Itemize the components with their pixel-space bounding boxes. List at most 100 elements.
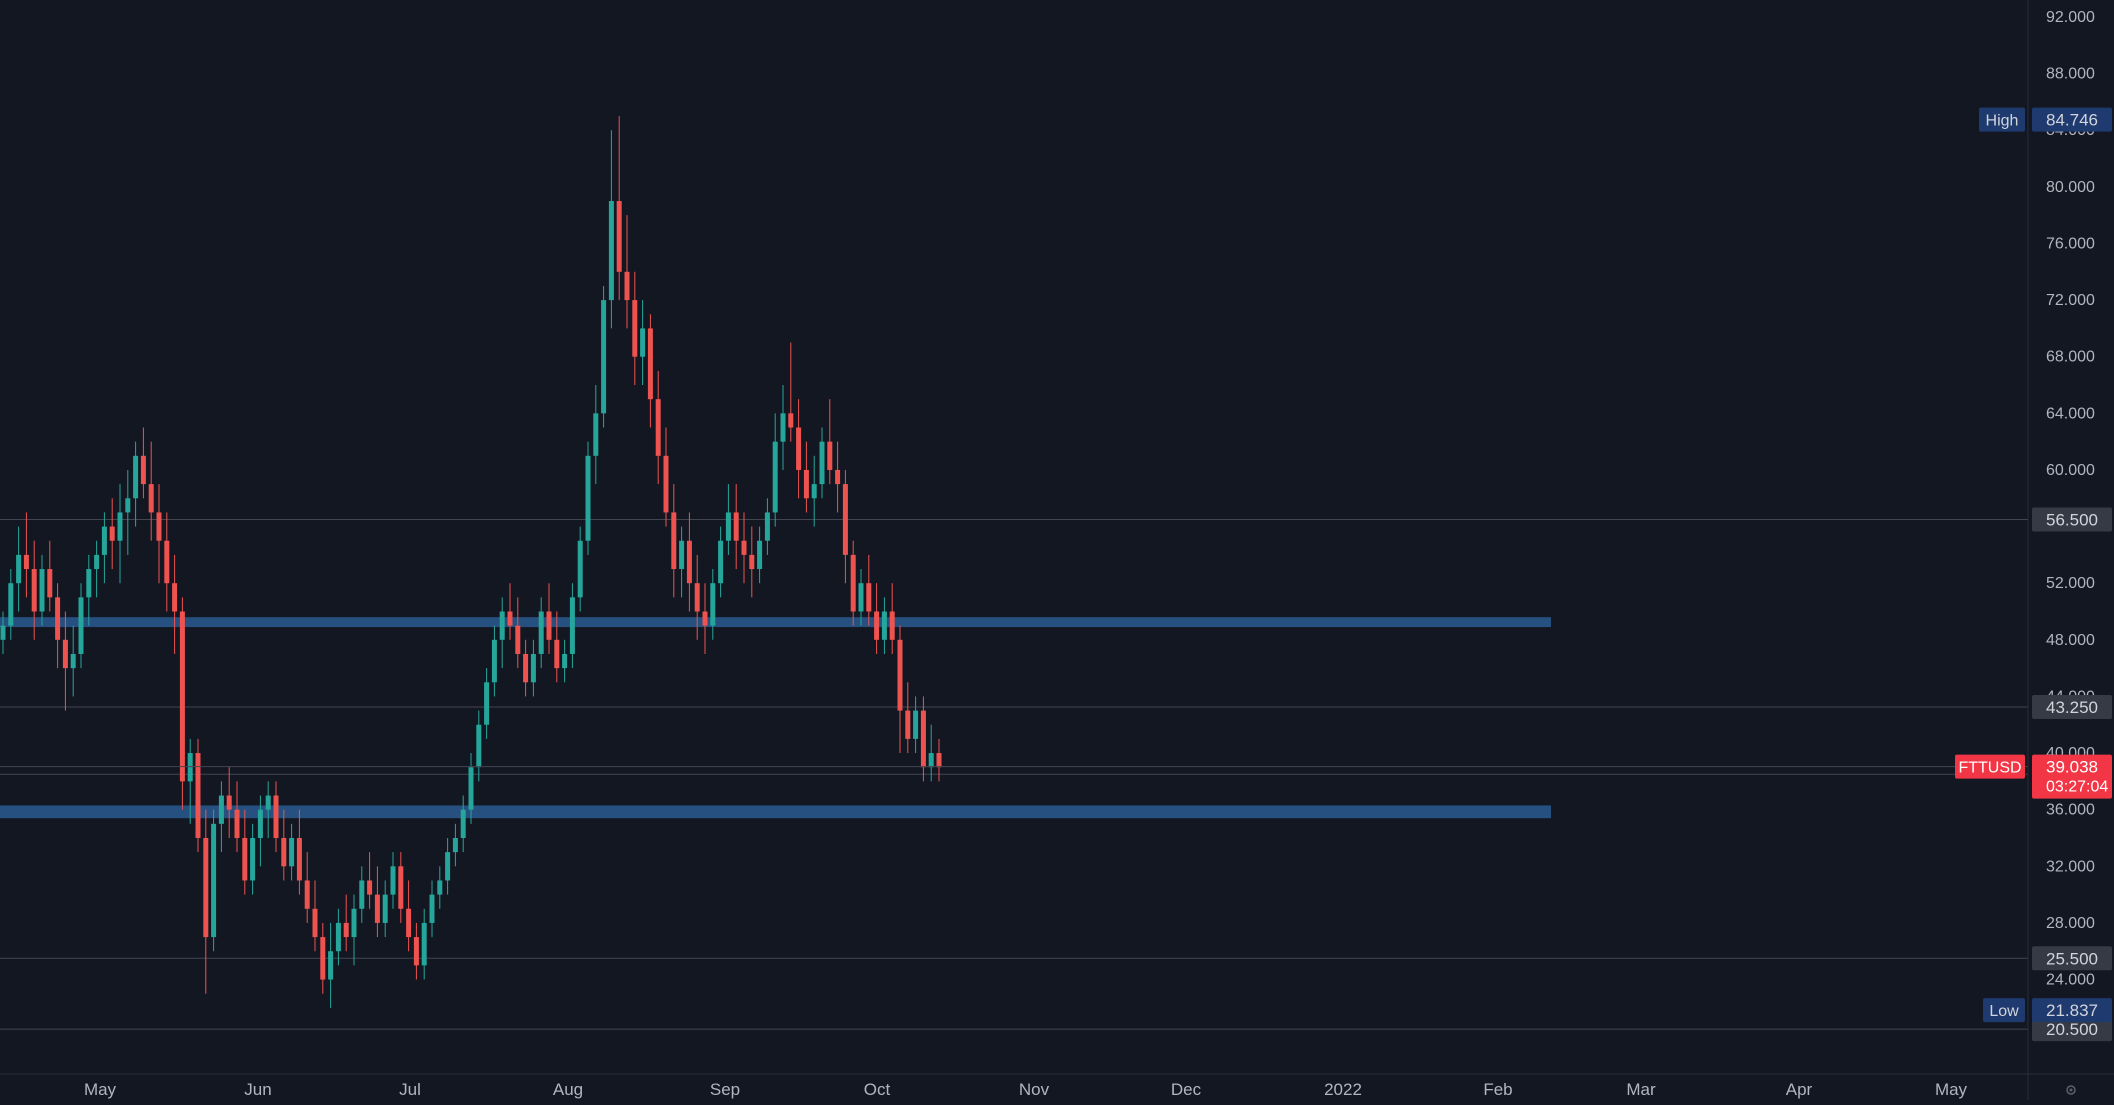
candle bbox=[484, 668, 490, 739]
price-tick-label: 92.000 bbox=[2046, 9, 2095, 26]
candle bbox=[764, 498, 770, 555]
candle bbox=[374, 866, 380, 938]
candle-body bbox=[655, 399, 661, 456]
month-tick-label: Mar bbox=[1626, 1080, 1656, 1099]
candle-body bbox=[733, 512, 739, 541]
candle-body bbox=[710, 583, 716, 626]
candle-body bbox=[523, 653, 529, 683]
candle-body bbox=[905, 710, 911, 739]
level-tag: 20.500 bbox=[2046, 1020, 2098, 1039]
candle-body bbox=[413, 937, 419, 966]
candle-body bbox=[835, 469, 841, 485]
candle bbox=[390, 852, 396, 909]
low-label: Low bbox=[1989, 1003, 2019, 1020]
time-axis[interactable]: May Jun Jul Aug Sep Oct Nov Dec 2022 Feb Mar Apr May bbox=[84, 1080, 1968, 1099]
candle-body bbox=[780, 413, 786, 442]
candle-body bbox=[133, 455, 139, 499]
candle-body bbox=[928, 753, 934, 768]
candle bbox=[835, 441, 841, 513]
candle bbox=[757, 526, 763, 584]
candle bbox=[585, 441, 591, 555]
candle bbox=[187, 738, 193, 824]
candle-body bbox=[289, 837, 295, 867]
candle-body bbox=[460, 809, 466, 838]
last-price-countdown: 03:27:04 bbox=[2046, 779, 2108, 796]
candle bbox=[554, 611, 560, 683]
candle bbox=[819, 427, 825, 499]
candle bbox=[928, 724, 934, 782]
candle bbox=[94, 540, 100, 598]
candle bbox=[281, 809, 287, 881]
month-tick-label: May bbox=[84, 1080, 117, 1099]
candle bbox=[733, 484, 739, 570]
candle bbox=[0, 611, 6, 654]
candle bbox=[179, 597, 185, 810]
candle-body bbox=[367, 880, 373, 895]
candle-body bbox=[452, 837, 458, 853]
candle-body bbox=[390, 866, 396, 895]
candle-body bbox=[803, 469, 809, 499]
price-tick-label: 76.000 bbox=[2046, 235, 2095, 252]
low-label-bg bbox=[1983, 998, 2025, 1023]
candle-body bbox=[585, 455, 591, 541]
level-tag-bg bbox=[2032, 695, 2112, 720]
candle bbox=[905, 682, 911, 754]
candle bbox=[429, 880, 435, 938]
price-tick-label: 28.000 bbox=[2046, 915, 2095, 932]
candle-body bbox=[499, 611, 505, 640]
price-tick-label: 48.000 bbox=[2046, 632, 2095, 649]
candle bbox=[289, 823, 295, 881]
candle bbox=[920, 696, 926, 782]
candle bbox=[850, 540, 856, 626]
candle bbox=[608, 130, 614, 329]
candle bbox=[218, 781, 224, 853]
candle-body bbox=[640, 328, 646, 357]
candle-body bbox=[507, 611, 513, 626]
zone-rect[interactable] bbox=[0, 805, 1551, 819]
candle bbox=[694, 554, 700, 640]
candle bbox=[250, 823, 256, 895]
candle bbox=[686, 512, 692, 612]
support-resistance-zones[interactable] bbox=[0, 617, 1551, 819]
candle-body bbox=[101, 526, 107, 555]
month-tick-label: Jun bbox=[244, 1080, 271, 1099]
candle-body bbox=[31, 569, 37, 612]
candle-body bbox=[55, 597, 61, 640]
candle-body bbox=[320, 937, 326, 980]
candle bbox=[624, 215, 630, 329]
candle bbox=[936, 738, 942, 782]
high-label: High bbox=[1986, 113, 2019, 130]
candle bbox=[148, 441, 154, 541]
candle bbox=[507, 583, 513, 640]
candle-body bbox=[530, 653, 536, 683]
zone-rect[interactable] bbox=[0, 617, 1551, 628]
candle-body bbox=[920, 710, 926, 768]
candle-body bbox=[788, 413, 794, 428]
candlestick-series[interactable] bbox=[0, 116, 942, 1008]
candle bbox=[569, 583, 575, 669]
candle bbox=[772, 413, 778, 527]
candle bbox=[811, 455, 817, 527]
month-tick-label: Nov bbox=[1019, 1080, 1050, 1099]
candle-body bbox=[616, 201, 622, 272]
candle-body bbox=[328, 951, 334, 980]
candle bbox=[710, 569, 716, 640]
candle-body bbox=[484, 682, 490, 725]
candle-body bbox=[437, 880, 443, 895]
candle bbox=[320, 922, 326, 994]
candle bbox=[39, 554, 45, 626]
price-tick-label: 88.000 bbox=[2046, 66, 2095, 83]
candle-body bbox=[195, 753, 201, 838]
price-tick-label: 80.000 bbox=[2046, 179, 2095, 196]
candle-body bbox=[70, 653, 76, 669]
price-tick-label: 52.000 bbox=[2046, 575, 2095, 592]
candle bbox=[780, 385, 786, 470]
candle-body bbox=[164, 540, 170, 584]
candle-body bbox=[250, 837, 256, 881]
candle bbox=[718, 526, 724, 598]
settings-gear-icon[interactable] bbox=[2066, 1085, 2076, 1095]
price-tick-label: 72.000 bbox=[2046, 292, 2095, 309]
candle-body bbox=[577, 540, 583, 598]
